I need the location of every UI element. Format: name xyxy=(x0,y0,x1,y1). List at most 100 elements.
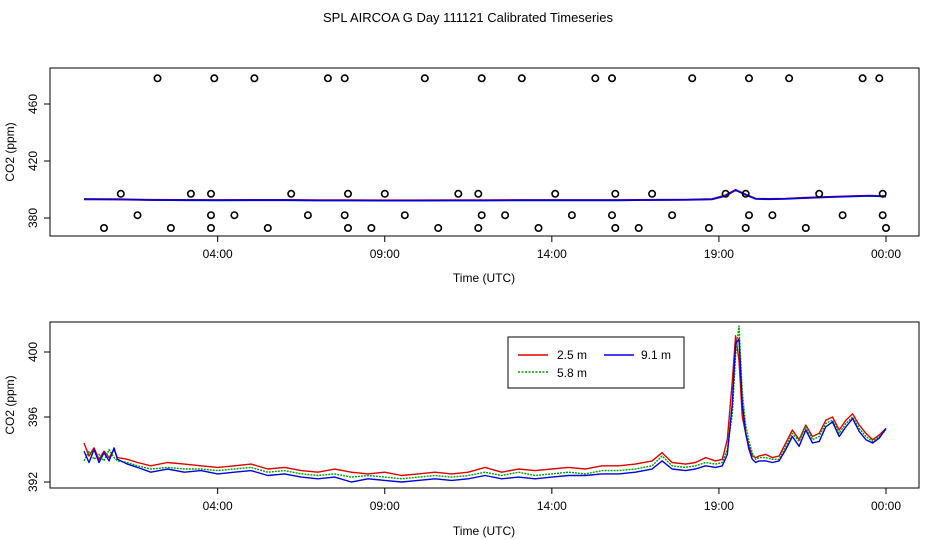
panel-1-frame xyxy=(49,67,920,237)
calibration-point xyxy=(477,74,486,83)
calibration-point xyxy=(858,74,867,83)
timeseries-panel: 04:00 09:00 14:00 19:00 00:00 392 396 400 Time… xyxy=(3,321,920,538)
calibration-point xyxy=(340,211,349,220)
panel-1-y-tick-label: 460 xyxy=(26,94,40,114)
calibration-point xyxy=(210,74,219,83)
calibration-point xyxy=(744,211,753,220)
series-line-2-5-mm xyxy=(83,335,887,477)
calibration-point xyxy=(815,189,824,198)
calibration-point xyxy=(474,224,483,233)
panel-2-x-tick-label: 04:00 xyxy=(203,499,233,513)
calibration-point xyxy=(704,224,713,233)
panel-2-x-axis: 04:00 09:00 14:00 19:00 00:00 xyxy=(203,488,901,513)
calibration-point xyxy=(721,189,730,198)
panel-2-y-axis: 392 396 400 xyxy=(26,342,50,492)
panel-2-x-tick-label: 14:00 xyxy=(537,499,567,513)
calibration-point xyxy=(634,224,643,233)
calibration-point xyxy=(434,224,443,233)
panel-1-y-tick-label: 380 xyxy=(26,208,40,228)
series-line-5-8-mm xyxy=(83,325,887,480)
calibration-point xyxy=(551,189,560,198)
calibration-point xyxy=(591,74,600,83)
calibration-point xyxy=(668,211,677,220)
calibration-point xyxy=(611,224,620,233)
calibration-point xyxy=(875,74,884,83)
panel-2-y-tick-label: 400 xyxy=(26,342,40,362)
calibration-point xyxy=(878,189,887,198)
calibration-point xyxy=(501,211,510,220)
panel-2-x-tick-label: 19:00 xyxy=(704,499,734,513)
panel-2-y-tick-label: 396 xyxy=(26,407,40,427)
panel-1-x-axis: 04:00 09:00 14:00 19:00 00:00 xyxy=(203,236,901,261)
calibration-point xyxy=(768,211,777,220)
calibration-point xyxy=(607,211,616,220)
calibration-point xyxy=(567,211,576,220)
panel-1-series-layer xyxy=(83,188,887,202)
panel-1-x-tick-label: 00:00 xyxy=(871,247,901,261)
calibration-point xyxy=(380,189,389,198)
panel-1-points-layer xyxy=(100,74,890,233)
panel-2-x-label: Time (UTC) xyxy=(453,524,515,538)
legend-label-9-1m: 9.1 m xyxy=(641,348,671,362)
panel-2-y-tick-label: 392 xyxy=(26,472,40,492)
calibration-point xyxy=(100,224,109,233)
legend: 2.5 m 5.8 m 9.1 m xyxy=(507,336,685,389)
panel-1-x-tick-label: 14:00 xyxy=(537,247,567,261)
panel-2-series-layer xyxy=(83,325,887,483)
panel-1-x-tick-label: 09:00 xyxy=(370,247,400,261)
calibration-point xyxy=(207,189,216,198)
calibration-point xyxy=(343,189,352,198)
calibration-point xyxy=(648,189,657,198)
calibration-point xyxy=(534,224,543,233)
calibration-point xyxy=(367,224,376,233)
calibration-point xyxy=(474,189,483,198)
panel-2-x-tick-label: 00:00 xyxy=(871,499,901,513)
panel-1-x-label: Time (UTC) xyxy=(453,271,515,285)
calibration-point xyxy=(343,224,352,233)
panel-1-x-tick-label: 19:00 xyxy=(704,247,734,261)
calibration-point xyxy=(611,189,620,198)
calibration-point xyxy=(323,74,332,83)
calibration-point xyxy=(230,211,239,220)
calibration-point xyxy=(878,211,887,220)
calibration-point xyxy=(207,224,216,233)
calibration-point xyxy=(454,189,463,198)
series-line-9-1-mm xyxy=(83,338,887,483)
legend-label-5-8m: 5.8 m xyxy=(557,366,587,380)
calibration-point xyxy=(133,211,142,220)
calibration-point xyxy=(420,74,429,83)
panel-2-y-label: CO2 (ppm) xyxy=(3,375,17,434)
calibration-point xyxy=(607,74,616,83)
calibration-point xyxy=(741,224,750,233)
calibration-point xyxy=(340,74,349,83)
calibration-point xyxy=(166,224,175,233)
calibration-point xyxy=(207,211,216,220)
calibration-point xyxy=(801,224,810,233)
calibration-point xyxy=(785,74,794,83)
calibration-panel: 04:00 09:00 14:00 19:00 00:00 380 420 460 Time… xyxy=(3,67,920,285)
legend-label-2-5m: 2.5 m xyxy=(557,348,587,362)
calibration-point xyxy=(741,189,750,198)
calibration-point xyxy=(688,74,697,83)
calibration-point xyxy=(838,211,847,220)
calibration-point xyxy=(303,211,312,220)
series-line-9-1-mm xyxy=(83,189,887,202)
figure-title: SPL AIRCOA G Day 111121 Calibrated Times… xyxy=(323,10,613,25)
calibration-point xyxy=(744,74,753,83)
calibration-point xyxy=(477,211,486,220)
calibration-point xyxy=(517,74,526,83)
legend-box xyxy=(507,336,685,389)
calibration-point xyxy=(116,189,125,198)
panel-1-y-axis: 380 420 460 xyxy=(26,94,50,228)
calibration-point xyxy=(287,189,296,198)
calibration-point xyxy=(263,224,272,233)
calibration-point xyxy=(153,74,162,83)
panel-2-frame xyxy=(49,321,920,489)
calibration-point xyxy=(400,211,409,220)
panel-1-x-tick-label: 04:00 xyxy=(203,247,233,261)
panel-1-y-tick-label: 420 xyxy=(26,151,40,171)
panel-1-y-label: CO2 (ppm) xyxy=(3,122,17,181)
calibration-point xyxy=(250,74,259,83)
panel-2-x-tick-label: 09:00 xyxy=(370,499,400,513)
